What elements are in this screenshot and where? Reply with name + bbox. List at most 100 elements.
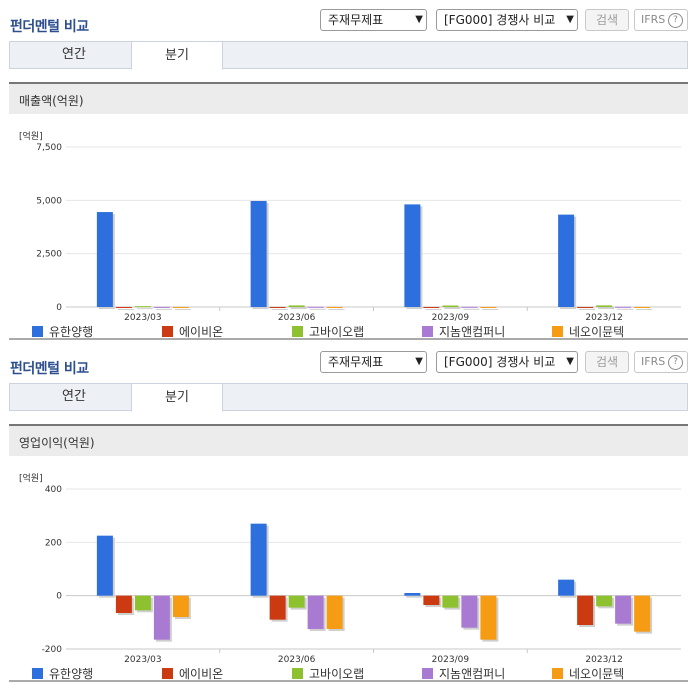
x-tick-label: 2023/12 [585,655,622,664]
search-button[interactable]: 검색 [585,9,629,31]
search-button[interactable]: 검색 [585,351,629,373]
statement-select[interactable]: 주재무제표 ▼ [320,9,427,31]
bar-shadow [617,308,634,310]
divider [9,338,688,340]
bar-shadow [579,308,596,310]
competitor-select[interactable]: [FG000] 경쟁사 비교 ▼ [436,9,578,31]
bar [172,306,189,308]
y-tick-label: 0 [56,592,62,602]
tab-annual[interactable]: 연간 [62,389,86,404]
bar [288,595,305,608]
bar [269,595,286,620]
statement-select-value: 주재무제표 [328,355,384,369]
bar [404,204,421,307]
bar [250,200,267,307]
help-icon: ? [668,13,683,28]
ifrs-button[interactable]: IFRS ? [634,351,688,373]
panel-title: 펀더멘털 비교 [10,19,89,35]
bar [577,306,594,308]
bar-chart-operating-profit: -200 0 200 400 2023/03 2023/06 2023/09 2023/12 [42,485,681,664]
chart-title: 영업이익(억원) [19,436,95,450]
bar-shadow [117,308,134,310]
bar [442,595,459,608]
bar [577,595,594,625]
bar [558,579,575,596]
ifrs-label: IFRS [641,13,666,26]
competitor-select[interactable]: [FG000] 경쟁사 비교 ▼ [436,351,578,373]
legend-item[interactable]: 지놈앤컴퍼니 [422,323,505,340]
legend-item[interactable]: 네오이뮨텍 [552,665,624,682]
bar [96,212,113,307]
tab-quarterly[interactable]: 분기 [131,41,223,70]
bar [615,306,632,308]
bar-shadow [290,307,307,309]
bar [134,306,151,308]
bar [423,595,440,605]
y-tick-label: 0 [56,303,62,313]
legend-item[interactable]: 네오이뮨텍 [552,323,624,340]
bar-shadow [463,308,480,310]
divider [9,680,688,682]
legend-label: 지놈앤컴퍼니 [439,325,506,339]
period-tabs: 연간 분기 [9,383,688,412]
bar [326,306,343,308]
bar [615,595,632,624]
statement-select-value: 주재무제표 [328,13,384,27]
ifrs-button[interactable]: IFRS ? [634,9,688,31]
bar [461,595,478,628]
legend-item[interactable]: 고바이오랩 [292,323,364,340]
legend-item[interactable]: 유한양행 [32,665,93,682]
y-tick-label: 5,000 [36,196,62,206]
legend-item[interactable]: 에이비온 [162,323,223,340]
bar [250,523,267,596]
statement-select[interactable]: 주재무제표 ▼ [320,351,427,373]
legend-label: 고바이오랩 [309,667,365,681]
chevron-down-icon: ▼ [415,14,423,25]
bar-shadow [425,308,442,310]
x-tick-label: 2023/06 [278,655,316,664]
legend-item[interactable]: 지놈앤컴퍼니 [422,665,505,682]
bar-shadow [136,308,153,310]
legend-label: 에이비온 [179,667,224,681]
competitor-select-value: [FG000] 경쟁사 비교 [444,13,556,27]
bar-shadow [598,307,615,309]
bar [480,595,497,640]
bar-shadow [636,308,653,310]
y-tick-label: 7,500 [36,143,62,153]
bar [461,306,478,308]
legend-label: 유한양행 [49,325,94,339]
x-tick-label: 2023/09 [432,655,470,664]
x-tick-label: 2023/12 [585,313,622,322]
unit-label: [억원] [19,132,43,142]
chevron-down-icon: ▼ [415,356,423,367]
bar [153,306,170,308]
bar-shadow [155,308,172,310]
bar [307,595,324,629]
bar [442,305,459,307]
bar [634,306,651,308]
legend-label: 고바이오랩 [309,325,365,339]
y-tick-label: 400 [45,485,62,495]
chart-header: 영업이익(억원) [9,424,688,456]
tab-quarterly[interactable]: 분기 [131,383,223,412]
x-tick-label: 2023/03 [124,655,161,664]
legend-item[interactable]: 에이비온 [162,665,223,682]
fundamental-panel-1: 펀더멘털 비교 주재무제표 ▼ [FG000] 경쟁사 비교 ▼ 검색 IFRS… [0,9,696,340]
bar-shadow [328,308,345,310]
legend-item[interactable]: 유한양행 [32,323,93,340]
bar [480,306,497,308]
competitor-select-value: [FG000] 경쟁사 비교 [444,355,556,369]
legend-swatch [162,668,173,679]
legend-swatch [422,668,433,679]
bar [634,595,651,632]
bar-shadow [406,595,423,598]
tab-annual[interactable]: 연간 [62,47,86,62]
panel-title: 펀더멘털 비교 [10,361,89,377]
legend-label: 네오이뮨텍 [569,325,625,339]
bar [269,306,286,308]
x-tick-label: 2023/06 [278,313,316,322]
legend-label: 지놈앤컴퍼니 [439,667,506,681]
legend-item[interactable]: 고바이오랩 [292,665,364,682]
period-tabs: 연간 분기 [9,41,688,70]
y-tick-label: 2,500 [36,250,62,260]
